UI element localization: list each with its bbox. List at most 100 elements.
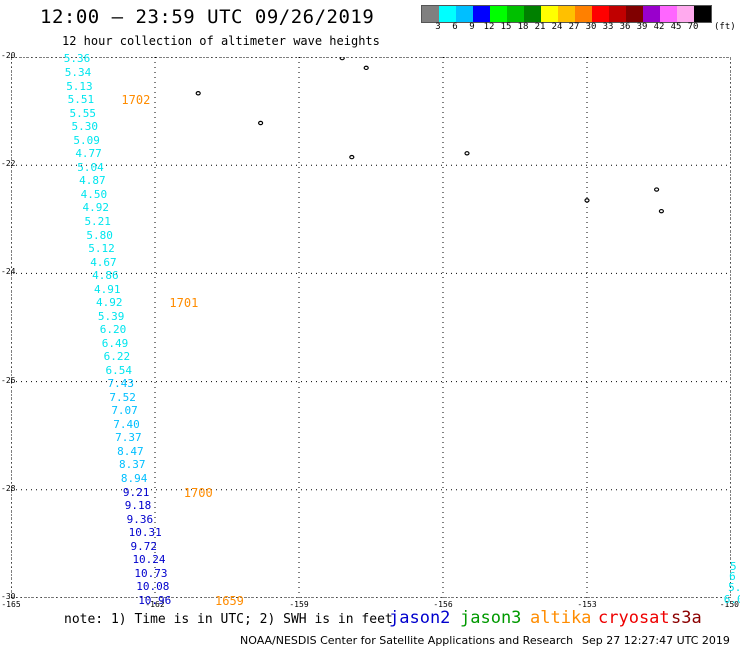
timestamp-text: Sep 27 12:27:47 UTC 2019	[582, 634, 730, 647]
satellite-label-jason2: jason2	[389, 608, 451, 628]
legend-label: 42	[653, 22, 665, 32]
island-marker	[339, 55, 345, 61]
longitude-tick-label: -165	[1, 600, 21, 609]
legend-swatch	[660, 6, 677, 22]
wave-height-value: 7.40	[113, 417, 140, 431]
wave-height-value: 10.08	[136, 580, 170, 594]
satellite-label-altika: altika	[530, 608, 592, 628]
island-marker	[658, 208, 665, 214]
wave-height-value: 5.04	[77, 160, 104, 174]
orbit-rev-label: 1701	[169, 296, 199, 311]
note-text: note: 1) Time is in UTC; 2) SWH is in fe…	[64, 612, 393, 627]
wave-height-value: 7.52	[109, 390, 136, 404]
orbit-rev-label: 1700	[183, 485, 213, 500]
satellite-label-cryosat: cryosat	[598, 608, 670, 628]
wave-height-color-legend	[421, 5, 712, 23]
wave-height-value: 4.86	[92, 269, 119, 283]
legend-unit: (ft)	[714, 22, 736, 32]
wave-height-value: 5.30	[71, 120, 98, 134]
wave-height-value: 6.20	[99, 323, 127, 337]
wave-height-value: 5.51	[67, 93, 95, 107]
wave-height-value: 4.67	[90, 255, 117, 269]
legend-label: 27	[568, 22, 580, 32]
satellite-label-jason3: jason3	[460, 608, 522, 628]
wave-height-value: 9.21	[122, 485, 150, 499]
legend-label: 36	[619, 22, 631, 32]
wave-height-value: 5.12	[88, 242, 115, 256]
wave-height-value: 8.47	[117, 444, 144, 458]
wave-height-value: 5.13	[66, 79, 93, 93]
satellite-label-s3a: s3a	[671, 608, 702, 628]
wave-height-value: 9.72	[130, 539, 158, 553]
legend-label: 3	[435, 22, 441, 32]
edge-wave-height-value: 6.0	[723, 593, 740, 607]
edge-wave-height-value: 6	[729, 570, 736, 584]
wave-height-value: 7.07	[111, 404, 138, 418]
longitude-tick-label: -156	[433, 600, 453, 609]
legend-swatch	[575, 6, 592, 22]
wave-height-value: 6.54	[105, 363, 133, 377]
legend-swatch	[609, 6, 626, 22]
wave-height-value: 5.21	[84, 215, 111, 228]
wave-height-value: 5.09	[73, 133, 100, 147]
wave-height-value: 5.39	[97, 309, 125, 323]
latitude-tick-label: -30	[1, 592, 16, 601]
longitude-tick-label: -150	[719, 600, 739, 609]
wave-height-value: 9.18	[124, 499, 152, 513]
legend-swatch	[677, 6, 694, 22]
wave-height-value: 9.36	[126, 512, 154, 526]
legend-swatch	[524, 6, 541, 22]
legend-label: 21	[534, 22, 546, 32]
longitude-tick-label: -159	[289, 600, 309, 609]
legend-swatch	[541, 6, 558, 22]
orbit-rev-label: 1702	[121, 93, 151, 108]
edge-wave-height-value: 5.3	[728, 581, 740, 595]
longitude-tick-label: -162	[145, 600, 165, 609]
legend-swatch	[626, 6, 643, 22]
legend-label: 18	[517, 22, 529, 32]
map-subtitle: 12 hour collection of altimeter wave hei…	[62, 34, 380, 48]
legend-swatch	[439, 6, 456, 22]
island-marker	[464, 151, 470, 156]
island-marker	[653, 187, 660, 192]
legend-label: 39	[636, 22, 648, 32]
island-marker	[258, 120, 264, 126]
wave-height-value: 10.31	[128, 526, 162, 540]
legend-swatch	[558, 6, 575, 22]
legend-swatch	[473, 6, 490, 22]
legend-swatch	[490, 6, 507, 22]
latitude-tick-label: -22	[1, 159, 16, 169]
wave-height-value: 7.43	[107, 377, 134, 391]
legend-label: 45	[670, 22, 682, 32]
legend-swatch	[694, 6, 711, 22]
latitude-tick-label: -20	[1, 51, 16, 60]
wave-height-value: 10.24	[132, 553, 166, 567]
wave-height-value: 4.92	[82, 201, 110, 215]
legend-swatch	[592, 6, 609, 22]
island-marker	[349, 154, 355, 160]
wave-height-value: 6.22	[103, 350, 131, 364]
island-marker	[363, 65, 369, 71]
wave-height-value: 10.96	[138, 593, 172, 607]
legend-label: 9	[469, 22, 475, 32]
island-marker	[584, 198, 590, 203]
orbit-rev-label: 1659	[215, 593, 244, 608]
wave-height-value: 7.37	[115, 431, 142, 445]
legend-swatch	[422, 6, 439, 22]
wave-height-value: 4.91	[94, 282, 121, 296]
wave-height-value: 4.92	[95, 296, 123, 310]
wave-height-value: 4.50	[80, 187, 108, 201]
wave-height-value: 5.55	[69, 106, 97, 120]
legend-swatch	[507, 6, 524, 22]
wave-height-value: 4.87	[79, 174, 106, 188]
longitude-tick-label: -153	[577, 600, 597, 609]
wave-height-value: 5.34	[64, 66, 92, 80]
wave-height-value: 10.73	[134, 566, 168, 580]
latitude-tick-label: -24	[1, 267, 16, 277]
legend-swatch	[456, 6, 473, 22]
legend-label: 6	[452, 22, 458, 32]
credit-text: NOAA/NESDIS Center for Satellite Applica…	[240, 634, 574, 647]
wave-height-value: 5.80	[86, 228, 113, 242]
wave-height-value: 8.37	[119, 458, 146, 472]
edge-wave-height-value: 5	[730, 559, 737, 573]
